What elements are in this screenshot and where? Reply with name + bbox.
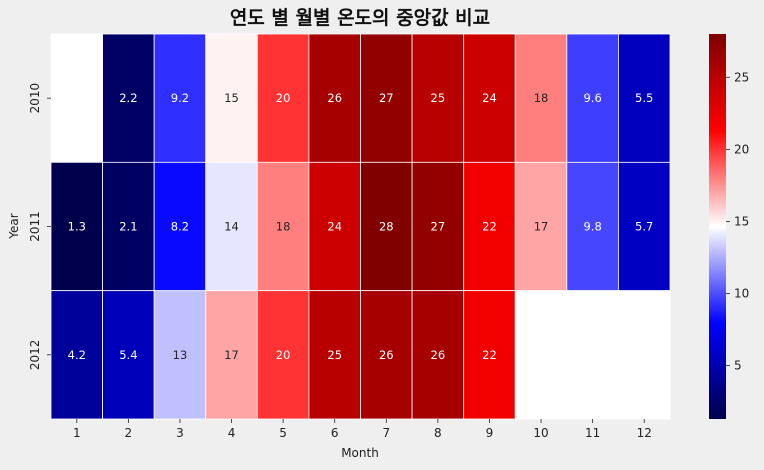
cell-value-label: 9.8 [583, 220, 601, 234]
heatmap-cell [411, 33, 465, 163]
colorbar-tick-label: 20 [734, 142, 749, 156]
heatmap-cell [256, 33, 310, 163]
cell-value-label: 8.2 [171, 220, 189, 234]
heatmap-cells [50, 33, 671, 420]
cell-value-label: 22 [482, 220, 497, 234]
y-axis-ticks: 2010 2011 2012 [28, 83, 51, 370]
heatmap-cell [50, 161, 103, 292]
cell-value-label: 17 [224, 348, 239, 362]
heatmap-cell [153, 290, 207, 420]
cell-value-label: 15 [224, 91, 239, 105]
heatmap-cell [360, 161, 413, 292]
x-tick-label: 7 [382, 426, 390, 440]
cell-value-label: 27 [431, 220, 446, 234]
cell-value-label: 5.4 [119, 348, 137, 362]
heatmap-cell [360, 290, 413, 420]
cell-value-label: 22 [482, 348, 497, 362]
cell-value-label: 20 [276, 91, 291, 105]
cell-value-label: 26 [327, 91, 342, 105]
cell-value-label: 1.3 [68, 220, 86, 234]
heatmap-cell [308, 290, 361, 420]
cell-value-label: 18 [534, 91, 549, 105]
cell-value-label: 24 [482, 91, 497, 105]
heatmap-cell [153, 161, 207, 292]
heatmap-cell [566, 290, 619, 420]
x-tick-label: 10 [533, 426, 548, 440]
cell-value-label: 28 [379, 220, 394, 234]
x-axis-label: Month [341, 446, 379, 460]
cell-value-label: 26 [379, 348, 394, 362]
heatmap-cell [102, 161, 155, 292]
heatmap-cell [205, 33, 258, 163]
x-tick-label: 4 [228, 426, 236, 440]
cell-value-label: 2.2 [119, 91, 137, 105]
heatmap-cell [50, 290, 103, 420]
cell-value-label: 2.1 [119, 220, 137, 234]
heatmap-cell [102, 290, 155, 420]
heatmap-cell [566, 161, 619, 292]
heatmap-cell [411, 161, 465, 292]
cell-value-label: 13 [173, 348, 188, 362]
chart-title: 연도 별 월별 온도의 중앙값 비교 [230, 7, 490, 29]
heatmap-cell [411, 290, 465, 420]
heatmap-cell [308, 161, 361, 292]
x-tick-label: 8 [434, 426, 442, 440]
heatmap-cell [50, 33, 103, 163]
x-tick-label: 5 [279, 426, 287, 440]
y-tick-label: 2011 [28, 211, 42, 242]
cell-value-label: 18 [276, 220, 291, 234]
cell-value-label: 24 [327, 220, 342, 234]
cell-value-label: 26 [431, 348, 446, 362]
heatmap-cell [463, 33, 516, 163]
colorbar-tick-label: 15 [734, 214, 749, 228]
cell-value-label: 17 [534, 220, 549, 234]
heatmap-cell [256, 161, 310, 292]
heatmap-cell [618, 290, 671, 420]
heatmap-cell-labels: 2.2 9.2 15 20 26 27 25 24 18 9.6 5.5 1.3 2.1 8.2 14 18 2… [68, 91, 654, 362]
colorbar-tick-label: 10 [734, 287, 749, 301]
cell-value-label: 14 [224, 220, 239, 234]
heatmap-cell [463, 161, 516, 292]
cell-value-label: 9.6 [583, 91, 601, 105]
heatmap-cell [618, 161, 671, 292]
y-tick-label: 2012 [28, 340, 42, 371]
y-axis-label: Year [7, 213, 21, 239]
cell-value-label: 25 [327, 348, 342, 362]
heatmap-cell [514, 33, 568, 163]
cell-value-label: 9.2 [171, 91, 189, 105]
x-tick-label: 3 [176, 426, 184, 440]
x-tick-label: 11 [585, 426, 600, 440]
cell-value-label: 5.7 [635, 220, 653, 234]
heatmap-cell [566, 33, 619, 163]
colorbar-tick-label: 5 [734, 359, 742, 373]
y-tick-label: 2010 [28, 83, 42, 114]
cell-value-label: 5.5 [635, 91, 653, 105]
cell-value-label: 25 [431, 91, 446, 105]
heatmap-cell [205, 161, 258, 292]
heatmap-cell [153, 33, 207, 163]
heatmap-cell [514, 290, 568, 420]
x-axis-ticks: 1 2 3 4 5 6 7 8 9 10 11 12 [73, 419, 652, 440]
cell-value-label: 20 [276, 348, 291, 362]
x-tick-label: 1 [73, 426, 81, 440]
x-tick-label: 12 [637, 426, 652, 440]
cell-value-label: 27 [379, 91, 394, 105]
heatmap-cell [514, 161, 568, 292]
colorbar-tick-label: 25 [734, 70, 749, 84]
x-tick-label: 2 [125, 426, 133, 440]
colorbar [709, 34, 726, 419]
x-tick-label: 6 [331, 426, 339, 440]
x-tick-label: 9 [486, 426, 494, 440]
cell-value-label: 4.2 [68, 348, 86, 362]
heatmap-cell [102, 33, 155, 163]
colorbar-ticks: 5 10 15 20 25 [726, 70, 749, 373]
